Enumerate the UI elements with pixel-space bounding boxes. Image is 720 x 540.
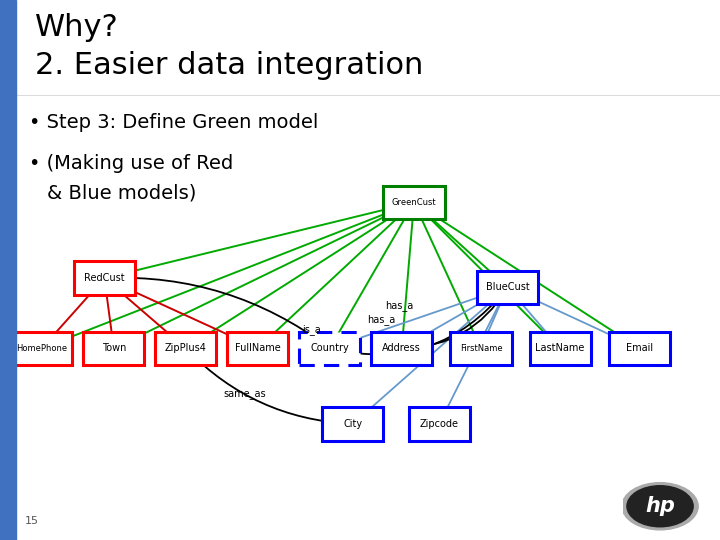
FancyArrowPatch shape [107,278,328,347]
Text: Town: Town [102,343,126,353]
FancyArrowPatch shape [416,205,558,346]
FancyArrowPatch shape [188,204,412,347]
FancyArrowPatch shape [405,289,506,348]
Text: 15: 15 [25,516,39,526]
FancyArrowPatch shape [510,289,558,346]
FancyArrowPatch shape [331,205,413,346]
Text: 2. Easier data integration: 2. Easier data integration [35,51,423,80]
FancyArrowPatch shape [404,289,505,347]
Text: & Blue models): & Blue models) [47,184,196,202]
Bar [451,332,511,365]
FancyArrowPatch shape [482,290,506,346]
FancyArrowPatch shape [45,204,411,347]
Text: has_a: has_a [367,314,395,325]
Text: GreenCust: GreenCust [392,198,436,207]
Bar [0,0,16,540]
FancyArrowPatch shape [260,205,412,346]
Text: has_a: has_a [385,300,413,310]
FancyArrowPatch shape [416,204,505,286]
Text: LastName: LastName [536,343,585,353]
FancyArrowPatch shape [107,203,411,278]
Text: FirstName: FirstName [459,344,503,353]
FancyArrowPatch shape [415,205,480,346]
Bar [323,407,383,441]
Bar [12,332,72,365]
FancyArrowPatch shape [44,280,102,346]
Text: Country: Country [310,343,349,353]
FancyArrowPatch shape [188,350,350,424]
Bar [477,271,538,304]
Bar [530,332,590,365]
Bar [372,332,432,365]
Text: ZipPlus4: ZipPlus4 [165,343,207,353]
Bar [300,332,361,365]
Bar [383,186,444,219]
FancyArrowPatch shape [333,289,506,354]
FancyArrowPatch shape [333,288,505,347]
Text: Address: Address [382,343,421,353]
Text: HomePhone: HomePhone [16,344,68,353]
Bar [228,332,288,365]
Text: FullName: FullName [235,343,281,353]
FancyArrowPatch shape [510,288,636,347]
Bar [84,332,145,365]
FancyArrowPatch shape [105,281,113,346]
Text: hp: hp [645,496,675,516]
Text: Why?: Why? [35,14,118,43]
Text: is_a: is_a [302,324,321,335]
Text: same_as: same_as [223,389,266,399]
Text: Zipcode: Zipcode [420,419,459,429]
FancyArrowPatch shape [402,205,414,346]
Bar [609,332,670,365]
FancyArrowPatch shape [355,289,505,422]
Text: • Step 3: Define Green model: • Step 3: Define Green model [29,113,318,132]
Circle shape [622,483,698,530]
FancyArrowPatch shape [107,280,184,347]
Text: RedCust: RedCust [84,273,125,283]
Text: BlueCust: BlueCust [486,282,529,292]
Text: Email: Email [626,343,653,353]
Bar [73,261,135,295]
Bar [156,332,216,365]
FancyArrowPatch shape [107,279,255,347]
Text: • (Making use of Red: • (Making use of Red [29,154,233,173]
Bar [409,407,470,441]
FancyArrowPatch shape [441,290,506,421]
FancyArrowPatch shape [116,204,412,347]
Text: City: City [343,419,362,429]
FancyArrowPatch shape [416,204,637,347]
Circle shape [627,486,693,527]
